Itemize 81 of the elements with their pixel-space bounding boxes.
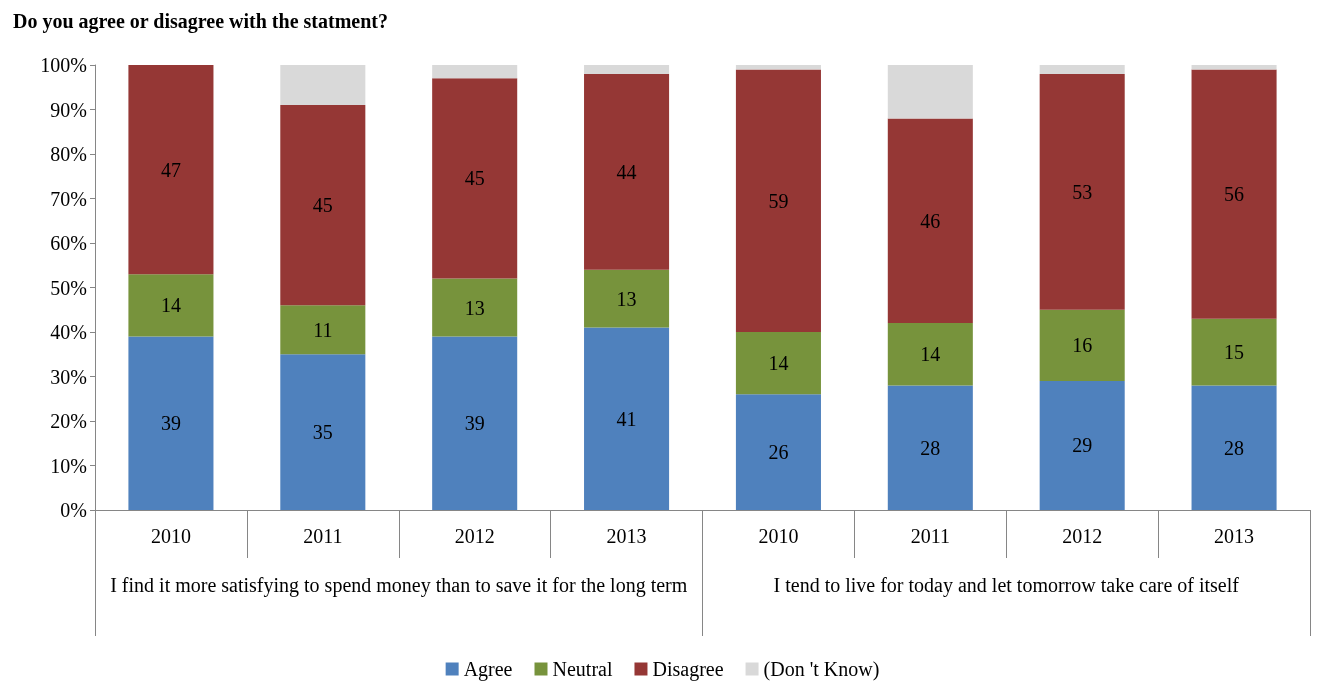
- data-label: 14: [160, 294, 181, 317]
- bar: [887, 323, 973, 386]
- bar: [584, 327, 670, 510]
- bar: [735, 394, 821, 510]
- data-label: 35: [312, 421, 333, 444]
- x-tick-label: 2010: [150, 525, 191, 547]
- bar: [735, 65, 821, 70]
- y-tick-label: 90%: [50, 98, 87, 121]
- data-label: 45: [464, 167, 485, 190]
- data-label: 16: [1072, 334, 1093, 357]
- x-tick-label: 2012: [454, 525, 495, 547]
- bar: [1191, 65, 1277, 70]
- data-label: 15: [1224, 341, 1245, 364]
- bar: [432, 65, 518, 79]
- data-label: 56: [1224, 183, 1245, 206]
- y-tick-label: 60%: [50, 232, 87, 254]
- bar: [1039, 73, 1125, 310]
- bar: [128, 65, 214, 275]
- y-tick-label: 30%: [50, 365, 87, 388]
- data-label: 26: [768, 441, 789, 464]
- bar: [128, 274, 214, 337]
- y-tick-label: 20%: [50, 410, 87, 432]
- bar: [432, 336, 518, 510]
- bar: [128, 336, 214, 510]
- bar: [584, 73, 670, 270]
- bar: [584, 65, 670, 74]
- bar: [584, 269, 670, 328]
- bar: [1191, 385, 1277, 510]
- data-label: 59: [768, 189, 789, 212]
- bar: [1191, 69, 1277, 319]
- data-label: 13: [616, 287, 637, 310]
- x-tick-label: 2013: [606, 525, 647, 547]
- bar: [280, 105, 366, 306]
- text: I find it more satisfying to spend money than to save it for the long term: [110, 574, 688, 597]
- x-tick-label: 2012: [1062, 525, 1103, 547]
- legend-label: Neutral: [552, 658, 613, 680]
- data-label: 47: [160, 158, 181, 181]
- bar: [887, 118, 973, 324]
- data-label: 28: [920, 436, 941, 459]
- data-label: 14: [920, 343, 941, 366]
- bar: [432, 78, 518, 279]
- x-tick-label: 2011: [303, 525, 343, 547]
- bar: [280, 305, 366, 355]
- bar: [1039, 380, 1125, 510]
- data-label: 13: [464, 296, 485, 319]
- y-tick-label: 40%: [50, 321, 87, 343]
- y-tick-label: 0%: [60, 499, 87, 521]
- text: I tend to live for today and let tomorrow take care of itself: [773, 574, 1240, 597]
- bar: [735, 69, 821, 332]
- legend-label: Agree: [463, 658, 513, 681]
- data-label: 46: [920, 209, 941, 232]
- data-label: 53: [1072, 180, 1093, 203]
- data-label: 11: [313, 318, 333, 341]
- legend-label: (Don 't Know): [763, 658, 880, 681]
- bar: [887, 385, 973, 510]
- bar: [1039, 65, 1125, 74]
- data-label: 28: [1224, 436, 1245, 459]
- data-label: 44: [616, 160, 637, 183]
- data-label: 45: [312, 194, 333, 217]
- bar: [432, 278, 518, 337]
- chart-title: Do you agree or disagree with the statment?: [13, 10, 388, 33]
- legend-label: Disagree: [652, 658, 724, 681]
- bar: [1039, 309, 1125, 381]
- x-tick-label: 2011: [910, 525, 950, 547]
- bar: [1191, 318, 1277, 386]
- data-label: 39: [464, 412, 485, 435]
- data-label: 39: [160, 412, 181, 435]
- data-label: 41: [616, 407, 637, 430]
- y-tick-label: 100%: [40, 54, 87, 76]
- data-label: 14: [768, 352, 789, 375]
- bar: [280, 65, 366, 106]
- bar: [280, 354, 366, 510]
- y-tick-label: 70%: [50, 187, 87, 210]
- x-tick-label: 2010: [758, 525, 799, 547]
- y-tick-label: 50%: [50, 276, 87, 299]
- bar: [735, 332, 821, 395]
- data-label: 29: [1072, 434, 1093, 457]
- bar: [887, 65, 973, 119]
- x-tick-label: 2013: [1214, 525, 1255, 547]
- y-tick-label: 80%: [50, 143, 87, 165]
- y-tick-label: 10%: [50, 454, 87, 477]
